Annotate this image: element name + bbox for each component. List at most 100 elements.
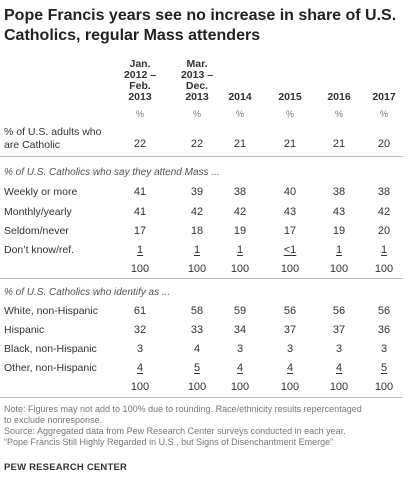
section-heading: % of U.S. Catholics who say they attend … [4, 167, 220, 178]
table-cell: 1 [335, 244, 343, 256]
section-heading: % of U.S. Catholics who identify as ... [4, 287, 171, 298]
total-cell: 100 [130, 263, 150, 275]
column-header-line: Dec. [185, 80, 209, 92]
table-cell: 21 [233, 138, 247, 150]
table-cell: 56 [283, 305, 297, 317]
table-cell: 22 [190, 138, 204, 150]
table-cell: 38 [332, 186, 346, 198]
column-header: 2017 [359, 92, 409, 103]
row-label: are Catholic [4, 139, 61, 151]
table-cell: 43 [332, 206, 346, 218]
table-cell: 17 [133, 225, 147, 237]
table-cell: 1 [236, 244, 244, 256]
divider-line [0, 397, 403, 398]
notes: Note: Figures may not add to 100% due to… [4, 404, 409, 448]
column-header-line: 2015 [278, 91, 302, 103]
table-cell: 33 [190, 324, 204, 336]
total-cell: 100 [187, 263, 207, 275]
table-cell: 41 [133, 206, 147, 218]
table-cell: 42 [190, 206, 204, 218]
table-cell: 38 [377, 186, 391, 198]
row-label: Hispanic [4, 324, 45, 336]
total-cell: 100 [230, 381, 250, 393]
unit-label: % [285, 109, 294, 119]
column-header-line: 2014 [228, 91, 252, 103]
divider-line [0, 156, 403, 157]
unit-label: % [192, 109, 201, 119]
total-cell: 100 [280, 381, 300, 393]
column-header: Jan. 2012 – Feb. 2013 [115, 59, 165, 103]
total-cell: 100 [230, 263, 250, 275]
table-cell: 1 [380, 244, 388, 256]
table-cell: 21 [283, 138, 297, 150]
column-header: 2016 [314, 92, 364, 103]
table-cell: 36 [377, 324, 391, 336]
note-line: Note: Figures may not add to 100% due to… [4, 404, 362, 414]
table-cell: 42 [233, 206, 247, 218]
table-cell: 39 [190, 186, 204, 198]
row-label: Don’t know/ref. [4, 244, 75, 256]
column-header-line: 2013 [128, 91, 152, 103]
table-cell: 58 [190, 305, 204, 317]
table-cell: 21 [332, 138, 346, 150]
column-header-line: 2016 [327, 91, 351, 103]
table-cell: 19 [233, 225, 247, 237]
column-header-line: Jan. [129, 58, 151, 70]
row-label: Monthly/yearly [4, 206, 72, 218]
unit-label: % [135, 109, 144, 119]
table-cell: 34 [233, 324, 247, 336]
table-cell: 19 [332, 225, 346, 237]
table-cell: 41 [133, 186, 147, 198]
table-cell: 38 [233, 186, 247, 198]
table-cell: 22 [133, 138, 147, 150]
table-cell: 20 [377, 138, 391, 150]
unit-label: % [379, 109, 388, 119]
column-header: Mar. 2013 – Dec. 2013 [172, 59, 222, 103]
table-cell: 42 [377, 206, 391, 218]
column-header-line: 2013 [185, 91, 209, 103]
table-cell: 32 [133, 324, 147, 336]
table-cell: 17 [283, 225, 297, 237]
table-cell: 43 [283, 206, 297, 218]
table-cell: 61 [133, 305, 147, 317]
table-cell: <1 [283, 244, 297, 256]
column-header-line: Mar. [186, 58, 208, 70]
table-cell: 59 [233, 305, 247, 317]
total-cell: 100 [187, 381, 207, 393]
source-line: Source: Aggregated data from Pew Researc… [4, 426, 346, 436]
table-cell: 37 [332, 324, 346, 336]
table-cell: 3 [236, 343, 244, 355]
column-header-line: Feb. [129, 80, 151, 92]
table-cell: 20 [377, 225, 391, 237]
table-cell: 40 [283, 186, 297, 198]
row-label: Seldom/never [4, 225, 69, 237]
column-header: 2014 [215, 92, 265, 103]
divider-line [0, 278, 403, 279]
table-cell: 5 [380, 362, 388, 374]
table-cell: 3 [335, 343, 343, 355]
table-cell: 56 [377, 305, 391, 317]
table-cell: 4 [136, 362, 144, 374]
table-cell: 3 [380, 343, 388, 355]
chart-title: Pope Francis years see no increase in sh… [4, 7, 397, 44]
table-cell: 4 [335, 362, 343, 374]
row-label: Weekly or more [4, 186, 78, 198]
table-cell: 4 [193, 343, 201, 355]
total-cell: 100 [374, 381, 394, 393]
table-cell: 1 [193, 244, 201, 256]
column-header-line: 2012 – [123, 69, 157, 81]
table-cell: 3 [286, 343, 294, 355]
table-cell: 4 [236, 362, 244, 374]
table-cell: 56 [332, 305, 346, 317]
note-line: to exclude nonresponse. [4, 415, 103, 425]
row-label: Black, non-Hispanic [4, 343, 97, 355]
table-cell: 4 [286, 362, 294, 374]
table-cell: 3 [136, 343, 144, 355]
table-cell: 37 [283, 324, 297, 336]
row-label: White, non-Hispanic [4, 305, 98, 317]
unit-label: % [334, 109, 343, 119]
column-header-line: 2013 – [180, 69, 214, 81]
total-cell: 100 [130, 381, 150, 393]
row-label: % of U.S. adults who [4, 126, 102, 138]
total-cell: 100 [329, 381, 349, 393]
